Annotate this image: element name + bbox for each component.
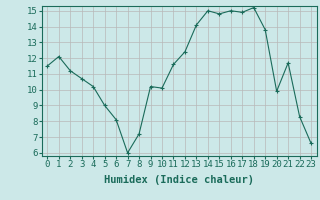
- X-axis label: Humidex (Indice chaleur): Humidex (Indice chaleur): [104, 175, 254, 185]
